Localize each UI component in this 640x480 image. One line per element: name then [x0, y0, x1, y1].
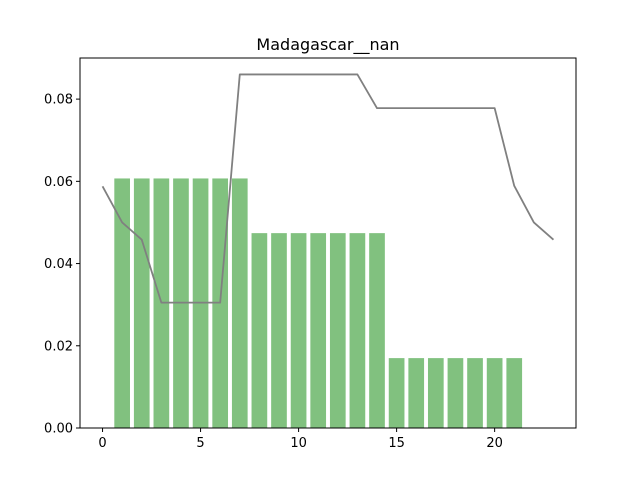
y-tick-label: 0.04 — [44, 257, 73, 272]
bar — [467, 358, 483, 428]
x-tick-label: 5 — [196, 436, 204, 451]
bar — [114, 178, 130, 428]
y-axis: 0.00 0.02 0.04 0.06 0.08 — [44, 93, 80, 437]
bar — [133, 178, 150, 428]
bar — [231, 178, 248, 428]
x-tick-label: 15 — [388, 436, 405, 451]
bar — [310, 233, 327, 428]
x-tick-label: 10 — [290, 436, 307, 451]
y-tick-label: 0.06 — [44, 175, 73, 190]
y-tick-label: 0.08 — [44, 93, 73, 108]
bar — [369, 233, 385, 428]
chart-title: Madagascar__nan — [256, 35, 399, 55]
bar-series — [114, 178, 523, 428]
line-series — [101, 73, 555, 304]
y-tick-label: 0.02 — [44, 339, 73, 354]
bar — [251, 233, 268, 428]
bar — [486, 358, 503, 428]
plot-frame — [79, 57, 577, 429]
y-tick-label: 0.00 — [44, 422, 73, 437]
bar — [388, 358, 405, 428]
x-axis: 0 5 10 15 20 — [98, 428, 503, 451]
x-tick-label: 20 — [486, 436, 503, 451]
x-tick-label: 0 — [98, 436, 106, 451]
line-path — [101, 73, 555, 304]
bar — [329, 233, 346, 428]
bar — [427, 358, 444, 428]
bar — [349, 233, 366, 428]
bar — [290, 233, 307, 428]
bar — [506, 358, 523, 428]
bar — [271, 233, 287, 428]
bar — [408, 358, 425, 428]
bar — [447, 358, 464, 428]
